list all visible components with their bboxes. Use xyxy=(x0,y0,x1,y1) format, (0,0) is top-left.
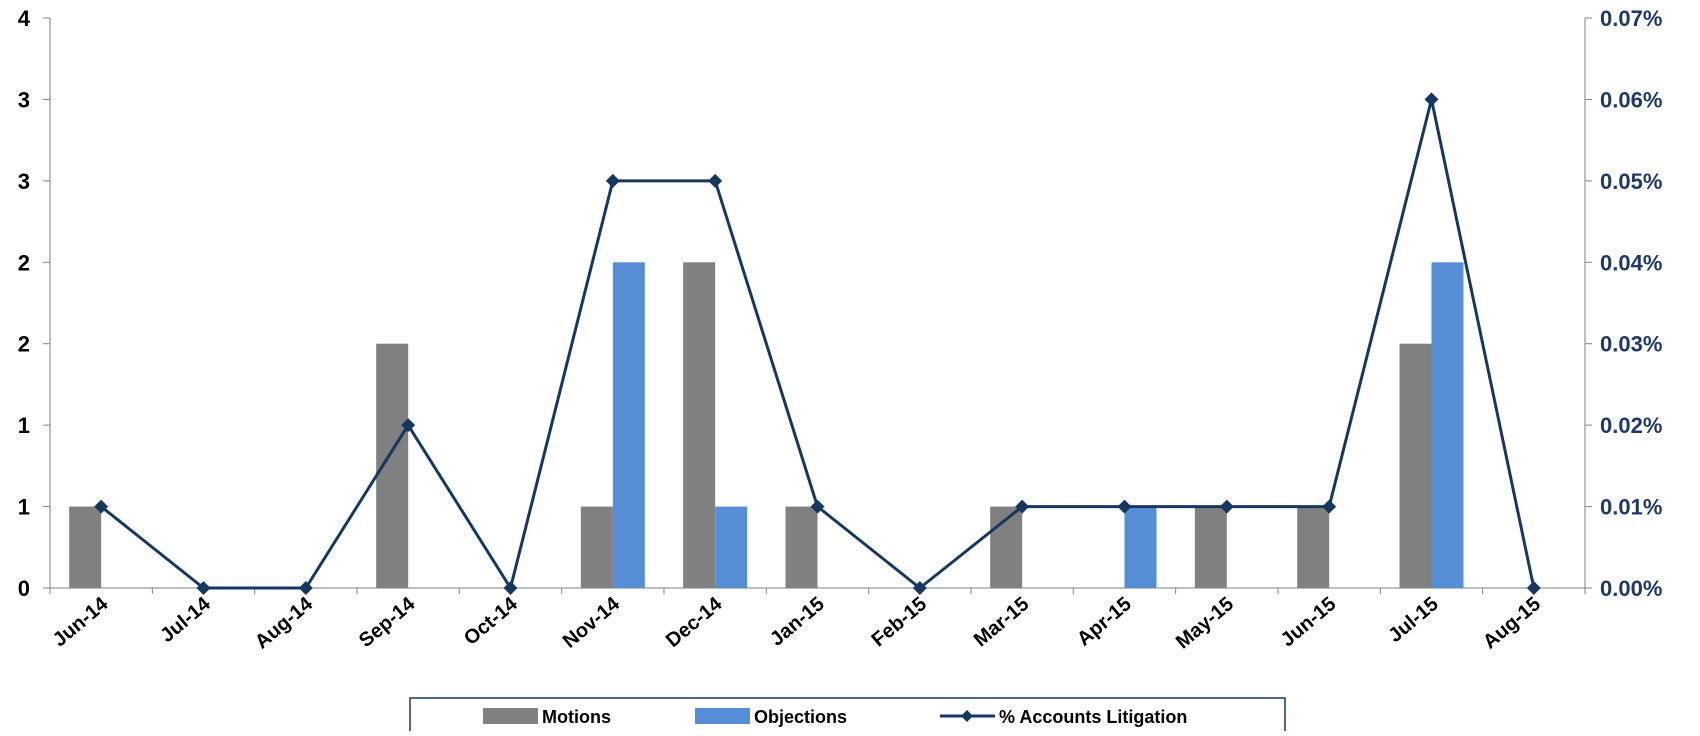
bar-motions xyxy=(1194,506,1227,588)
line-marker-diamond xyxy=(298,581,313,595)
bar-motions xyxy=(1399,343,1432,588)
x-tick-label: Mar-15 xyxy=(970,593,1034,651)
legend-swatch-bar xyxy=(483,708,538,724)
y-left-tick-label: 2 xyxy=(18,332,30,357)
line-marker-diamond xyxy=(503,581,518,595)
x-tick-label: Oct-14 xyxy=(460,592,522,649)
bar-objections xyxy=(612,262,645,588)
x-tick-label: Jul-14 xyxy=(156,592,215,647)
y-left-tick-label: 1 xyxy=(18,495,30,520)
y-right-tick-label: 0.01% xyxy=(1600,495,1662,520)
x-tick-label: Dec-14 xyxy=(662,592,727,652)
y-right-tick-label: 0.03% xyxy=(1600,332,1662,357)
line-marker-diamond xyxy=(708,173,723,188)
y-right-tick-label: 0.00% xyxy=(1600,576,1662,601)
y-right-tick-label: 0.04% xyxy=(1600,250,1662,275)
line-marker-diamond xyxy=(1117,499,1132,514)
bar-objections xyxy=(1431,262,1464,588)
x-tick-label: Jun-15 xyxy=(1277,593,1341,651)
y-left-tick-label: 3 xyxy=(18,87,30,112)
x-tick-label: Aug-15 xyxy=(1479,593,1545,653)
bar-motions xyxy=(683,262,716,588)
legend: Motions Objections % Accounts Litigation xyxy=(409,697,1286,735)
line-marker-diamond xyxy=(1526,581,1541,595)
y-left-tick-label: 1 xyxy=(18,413,30,438)
line-marker-diamond xyxy=(1322,499,1337,514)
legend-label: Motions xyxy=(542,707,611,727)
x-tick-label: Aug-14 xyxy=(251,592,318,653)
bar-objections xyxy=(1124,506,1157,588)
legend-label: Objections xyxy=(754,707,847,727)
bar-motions xyxy=(785,506,818,588)
line-marker-diamond xyxy=(605,173,620,188)
line-marker-diamond xyxy=(196,581,211,595)
x-tick-label: Jul-15 xyxy=(1384,593,1442,647)
y-left-tick-label: 2 xyxy=(18,250,30,275)
x-tick-label: Feb-15 xyxy=(868,593,932,651)
y-right-tick-label: 0.05% xyxy=(1600,169,1662,194)
bar-motions xyxy=(69,506,102,588)
x-tick-label: May-15 xyxy=(1172,593,1238,653)
y-left-tick-label: 4 xyxy=(18,6,31,31)
legend-swatch-diamond xyxy=(961,710,973,722)
bar-motions xyxy=(580,506,613,588)
x-tick-label: Jun-14 xyxy=(49,592,113,651)
line-marker-diamond xyxy=(810,499,825,514)
bar-objections xyxy=(715,506,748,588)
legend-label: % Accounts Litigation xyxy=(999,707,1187,727)
line-marker-diamond xyxy=(1424,92,1439,107)
line-series-group xyxy=(94,92,1541,595)
line-marker-diamond xyxy=(1015,499,1030,514)
y-right-tick-label: 0.06% xyxy=(1600,87,1662,112)
line-marker-diamond xyxy=(1219,499,1234,514)
legend-swatch-bar xyxy=(695,708,750,724)
bars-group xyxy=(69,262,1464,588)
y-left-tick-label: 0 xyxy=(18,576,30,601)
line-marker-diamond xyxy=(401,418,416,433)
line-marker-diamond xyxy=(94,499,109,514)
x-tick-label: Sep-14 xyxy=(355,592,420,652)
y-right-tick-label: 0.07% xyxy=(1600,6,1662,31)
y-left-tick-label: 3 xyxy=(18,169,30,194)
x-tick-label: Apr-15 xyxy=(1073,593,1136,651)
y-right-tick-label: 0.02% xyxy=(1600,413,1662,438)
x-tick-label: Nov-14 xyxy=(559,592,625,652)
legend-box xyxy=(409,697,1286,735)
bar-motions xyxy=(1297,506,1330,588)
x-tick-label: Jan-15 xyxy=(766,593,829,651)
line-marker-diamond xyxy=(912,581,927,595)
